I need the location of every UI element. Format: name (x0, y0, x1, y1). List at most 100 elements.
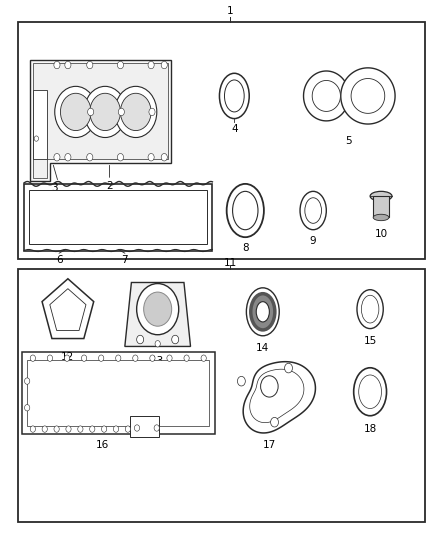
Ellipse shape (227, 184, 264, 237)
Polygon shape (33, 63, 168, 178)
Circle shape (54, 426, 59, 432)
Circle shape (261, 376, 278, 397)
Ellipse shape (305, 198, 321, 223)
Bar (373, 196, 389, 217)
Circle shape (47, 355, 53, 361)
Ellipse shape (300, 191, 326, 230)
Ellipse shape (354, 368, 387, 416)
Circle shape (120, 93, 151, 131)
Polygon shape (30, 60, 171, 181)
Circle shape (54, 61, 60, 69)
Polygon shape (125, 282, 191, 346)
Text: 14: 14 (256, 343, 269, 353)
Circle shape (88, 108, 94, 116)
Text: 15: 15 (364, 336, 377, 346)
Ellipse shape (219, 74, 249, 118)
Circle shape (65, 154, 71, 161)
Circle shape (99, 355, 104, 361)
Circle shape (137, 284, 179, 335)
Circle shape (237, 376, 245, 386)
Text: 3: 3 (51, 183, 58, 193)
Circle shape (30, 355, 35, 361)
Circle shape (161, 154, 167, 161)
Polygon shape (341, 68, 395, 124)
Polygon shape (243, 362, 315, 433)
Circle shape (87, 61, 93, 69)
Circle shape (81, 355, 87, 361)
Bar (131, 416, 159, 437)
Circle shape (285, 364, 293, 373)
Ellipse shape (359, 375, 381, 408)
Circle shape (90, 93, 120, 131)
Circle shape (116, 355, 121, 361)
Ellipse shape (225, 80, 244, 112)
Circle shape (148, 61, 154, 69)
Text: 11: 11 (223, 258, 237, 268)
Polygon shape (351, 78, 385, 114)
Circle shape (118, 108, 124, 116)
Polygon shape (42, 279, 94, 338)
Circle shape (201, 355, 206, 361)
Circle shape (113, 426, 119, 432)
Ellipse shape (357, 290, 383, 328)
Polygon shape (250, 369, 304, 423)
Text: 12: 12 (61, 352, 74, 362)
Bar (29, 190, 207, 244)
Text: 18: 18 (364, 424, 377, 434)
Ellipse shape (373, 214, 389, 221)
Ellipse shape (361, 295, 379, 323)
Circle shape (102, 426, 107, 432)
Circle shape (84, 86, 126, 138)
Circle shape (154, 425, 159, 431)
Ellipse shape (233, 191, 258, 230)
Circle shape (172, 335, 179, 344)
Ellipse shape (246, 288, 279, 336)
Bar (24, 184, 212, 251)
Circle shape (161, 61, 167, 69)
Circle shape (64, 355, 70, 361)
Circle shape (134, 425, 140, 431)
Text: 16: 16 (96, 440, 110, 450)
Circle shape (66, 426, 71, 432)
Circle shape (54, 154, 60, 161)
Text: 8: 8 (242, 243, 249, 253)
Circle shape (25, 405, 30, 411)
Ellipse shape (256, 302, 269, 322)
Text: 4: 4 (231, 124, 238, 134)
Circle shape (125, 426, 131, 432)
Text: 2: 2 (106, 181, 113, 191)
Text: 17: 17 (263, 440, 276, 450)
Circle shape (133, 355, 138, 361)
Circle shape (55, 86, 97, 138)
Text: 10: 10 (374, 229, 388, 239)
Circle shape (25, 378, 30, 384)
Bar (22, 352, 215, 434)
Ellipse shape (370, 191, 392, 201)
Circle shape (42, 426, 47, 432)
Bar (18, 269, 425, 522)
Polygon shape (304, 71, 349, 121)
Circle shape (115, 86, 157, 138)
Circle shape (137, 335, 144, 344)
Circle shape (150, 355, 155, 361)
Text: 1: 1 (226, 6, 233, 16)
Text: 13: 13 (151, 356, 164, 366)
Polygon shape (312, 80, 340, 111)
Circle shape (271, 417, 279, 427)
Circle shape (167, 355, 172, 361)
Circle shape (87, 154, 93, 161)
Circle shape (34, 136, 39, 141)
Circle shape (60, 93, 91, 131)
Bar (27, 360, 209, 426)
Circle shape (117, 61, 124, 69)
Circle shape (184, 355, 189, 361)
Text: 7: 7 (121, 255, 128, 265)
Polygon shape (50, 289, 86, 330)
Circle shape (90, 426, 95, 432)
Circle shape (144, 292, 172, 326)
Ellipse shape (251, 294, 275, 330)
Circle shape (155, 341, 160, 347)
Text: 6: 6 (56, 255, 63, 265)
Bar (18, 22, 425, 259)
Text: 5: 5 (345, 136, 352, 146)
